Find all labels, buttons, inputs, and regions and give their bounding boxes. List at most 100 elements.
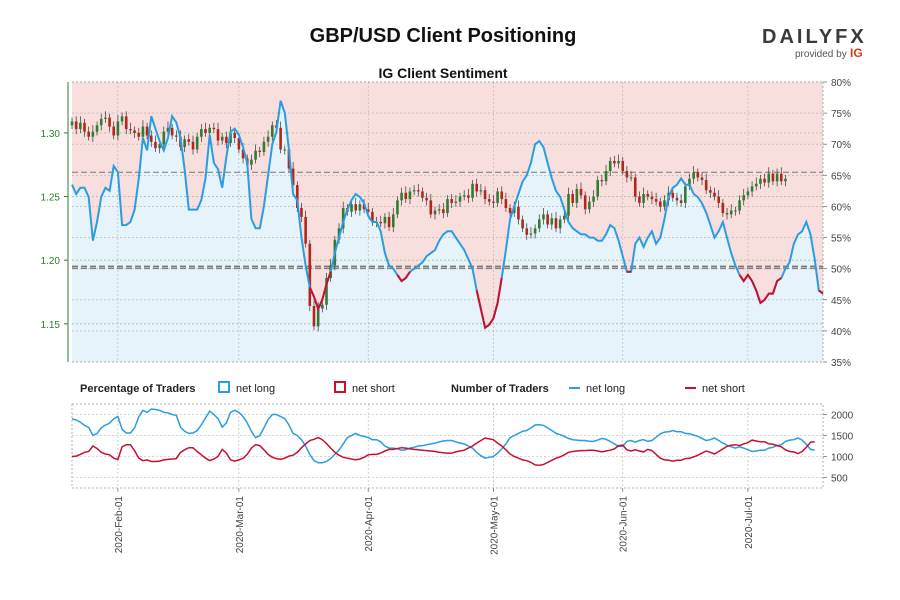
candle-body [183, 139, 186, 147]
candle-body [283, 149, 287, 151]
candle-body [416, 190, 420, 192]
candle-body [195, 136, 199, 150]
candle-body [396, 200, 399, 215]
price-tick-label: 1.20 [41, 256, 61, 267]
candle-body [608, 160, 612, 172]
sentiment-tick-label: 75% [831, 109, 851, 120]
candle-body [767, 173, 771, 183]
candle-body [166, 127, 170, 132]
candle-body [679, 200, 683, 203]
candle-body [312, 306, 316, 327]
candle-body [442, 209, 445, 214]
candle-body [663, 200, 666, 207]
sentiment-tick-label: 50% [831, 265, 851, 276]
candle-body [83, 122, 86, 132]
candle-body [525, 228, 529, 235]
sentiment-tick-label: 55% [831, 234, 851, 245]
candle-body [633, 177, 637, 197]
candle-body [254, 150, 257, 160]
legend-num-title: Number of Traders [451, 383, 549, 395]
candle-body [120, 116, 124, 122]
candle-body [696, 172, 700, 178]
candle-body [475, 183, 479, 192]
candle-body [191, 141, 195, 150]
candle-body [74, 121, 78, 130]
legend-long-swatch [218, 381, 230, 393]
candle-body [658, 201, 662, 207]
candle-body [129, 129, 132, 131]
candle-body [187, 139, 191, 142]
sentiment-tick-label: 35% [831, 358, 851, 369]
long-traders-line [71, 408, 815, 464]
candle-body [358, 204, 362, 211]
candle-body [454, 201, 458, 203]
candle-body [391, 214, 395, 228]
legend: Percentage of Traders net long net short… [80, 381, 745, 395]
sentiment-tick-label: 80% [831, 78, 851, 89]
candle-body [779, 173, 783, 182]
candle-body [79, 122, 82, 130]
candle-body [220, 136, 224, 141]
candle-body [554, 218, 558, 229]
candle-body [91, 131, 95, 137]
sentiment-tick-label: 60% [831, 202, 851, 213]
traders-count-panel: 500 1000 1500 2000 [71, 403, 854, 489]
candle-body [170, 127, 174, 136]
candle-body [629, 177, 633, 179]
candle-body [87, 131, 90, 137]
candle-body [759, 178, 762, 184]
candle-body [300, 208, 303, 217]
candle-body [412, 190, 416, 192]
candle-body [479, 190, 483, 192]
candle-body [592, 196, 595, 202]
candle-body [504, 199, 508, 208]
candle-body [458, 196, 462, 202]
candle-body [404, 192, 408, 200]
candle-body [400, 192, 403, 201]
chart-subtitle: IG Client Sentiment [378, 65, 507, 81]
candle-body [763, 178, 766, 183]
candle-body [517, 206, 520, 220]
candle-body [158, 144, 161, 149]
candle-body [600, 180, 604, 182]
candle-body [229, 132, 232, 144]
candle-body [291, 168, 295, 186]
candle-body [721, 202, 725, 214]
date-tick-label: 2020-May-01 [489, 496, 500, 555]
candle-body [784, 178, 787, 182]
candle-body [709, 190, 712, 193]
candle-body [625, 171, 629, 178]
candle-body [558, 219, 562, 229]
candle-body [450, 199, 453, 203]
candle-body [70, 121, 74, 126]
traders-tick-label: 2000 [831, 411, 854, 422]
date-tick-label: 2020-Feb-01 [114, 496, 125, 554]
candle-body [429, 200, 433, 215]
candle-body [262, 141, 266, 152]
candle-body [725, 213, 729, 215]
candle-body [483, 190, 487, 200]
candle-body [617, 160, 620, 164]
candle-body [542, 214, 545, 220]
dailyfx-logo: DAILYFX provided by IG [762, 26, 864, 60]
date-tick-label: 2020-Jun-01 [619, 496, 630, 553]
sentiment-tick-label: 70% [831, 140, 851, 151]
sentiment-tick-label: 45% [831, 296, 851, 307]
candle-body [621, 160, 625, 172]
candle-body [684, 186, 687, 203]
candle-body [95, 125, 99, 132]
candle-body [350, 204, 353, 212]
candle-body [241, 149, 245, 159]
traders-axis-ticks: 500 1000 1500 2000 [823, 411, 854, 485]
candle-body [754, 183, 758, 187]
candle-body [99, 118, 103, 126]
candle-body [671, 192, 675, 198]
candle-body [575, 188, 579, 203]
candle-body [145, 126, 149, 136]
candle-body [700, 177, 704, 180]
sentiment-tick-label: 65% [831, 171, 851, 182]
candle-body [771, 173, 775, 182]
candle-body [729, 210, 733, 215]
net-short-percentage-line [308, 270, 824, 330]
candle-body [638, 196, 641, 203]
